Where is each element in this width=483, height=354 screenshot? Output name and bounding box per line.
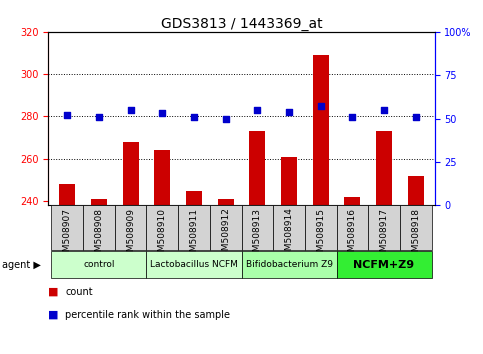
Text: agent ▶: agent ▶ — [2, 259, 41, 270]
FancyBboxPatch shape — [242, 205, 273, 250]
Bar — [123, 142, 139, 205]
FancyBboxPatch shape — [305, 205, 337, 250]
FancyBboxPatch shape — [115, 205, 146, 250]
Bar — [313, 55, 328, 205]
Point — [254, 107, 261, 113]
FancyBboxPatch shape — [83, 205, 115, 250]
Point — [127, 107, 134, 113]
Point — [63, 112, 71, 118]
FancyBboxPatch shape — [146, 251, 242, 278]
FancyBboxPatch shape — [400, 205, 431, 250]
Point — [349, 114, 356, 120]
Point — [285, 109, 293, 114]
Point — [412, 114, 420, 120]
FancyBboxPatch shape — [242, 251, 337, 278]
Text: Lactobacillus NCFM: Lactobacillus NCFM — [150, 260, 238, 269]
Point — [190, 114, 198, 120]
Bar — [249, 131, 265, 205]
Title: GDS3813 / 1443369_at: GDS3813 / 1443369_at — [161, 17, 322, 31]
FancyBboxPatch shape — [146, 205, 178, 250]
FancyBboxPatch shape — [210, 205, 242, 250]
Text: ■: ■ — [48, 310, 59, 320]
FancyBboxPatch shape — [52, 251, 146, 278]
Bar — [186, 190, 202, 205]
Point — [95, 114, 103, 120]
Point — [317, 104, 325, 109]
Bar — [376, 131, 392, 205]
Text: GSM508907: GSM508907 — [63, 207, 72, 263]
Text: GSM508914: GSM508914 — [284, 207, 294, 262]
Bar — [281, 157, 297, 205]
Text: control: control — [83, 260, 115, 269]
Text: GSM508910: GSM508910 — [158, 207, 167, 263]
Text: GSM508917: GSM508917 — [380, 207, 388, 263]
FancyBboxPatch shape — [337, 205, 368, 250]
Text: GSM508911: GSM508911 — [189, 207, 199, 263]
Text: GSM508913: GSM508913 — [253, 207, 262, 263]
Bar — [218, 199, 234, 205]
Point — [222, 116, 229, 121]
Bar — [91, 199, 107, 205]
Bar — [344, 197, 360, 205]
Text: GSM508908: GSM508908 — [95, 207, 103, 263]
Text: GSM508909: GSM508909 — [126, 207, 135, 263]
FancyBboxPatch shape — [337, 251, 431, 278]
Text: GSM508915: GSM508915 — [316, 207, 325, 263]
Bar — [59, 184, 75, 205]
Text: ■: ■ — [48, 287, 59, 297]
Text: count: count — [65, 287, 93, 297]
Text: GSM508916: GSM508916 — [348, 207, 357, 263]
Text: GSM508918: GSM508918 — [411, 207, 420, 263]
Point — [158, 110, 166, 116]
Text: percentile rank within the sample: percentile rank within the sample — [65, 310, 230, 320]
Text: GSM508912: GSM508912 — [221, 207, 230, 262]
Text: NCFM+Z9: NCFM+Z9 — [354, 259, 414, 270]
FancyBboxPatch shape — [368, 205, 400, 250]
FancyBboxPatch shape — [178, 205, 210, 250]
FancyBboxPatch shape — [273, 205, 305, 250]
FancyBboxPatch shape — [52, 205, 83, 250]
Text: Bifidobacterium Z9: Bifidobacterium Z9 — [245, 260, 332, 269]
Bar — [408, 176, 424, 205]
Bar — [155, 150, 170, 205]
Point — [380, 107, 388, 113]
